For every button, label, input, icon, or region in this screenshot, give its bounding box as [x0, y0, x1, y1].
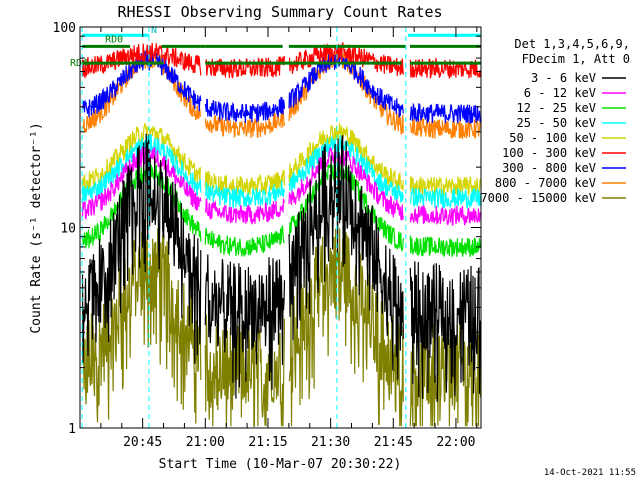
y-axis-label: Count Rate (s⁻¹ detector⁻¹)	[29, 122, 44, 333]
x-tick-label: 21:15	[248, 435, 287, 450]
x-axis: 20:45 21:00 21:15 21:30 21:45 22:00	[100, 27, 478, 450]
series-line-300-800-kev	[81, 49, 482, 124]
y-tick-label: 1	[68, 422, 76, 437]
x-tick-label: 22:00	[436, 435, 475, 450]
x-tick-label: 21:30	[311, 435, 350, 450]
series-layer	[81, 42, 482, 429]
y-axis: 1 10 100	[53, 21, 481, 437]
x-axis-label: Start Time (10-Mar-07 20:30:22)	[159, 457, 402, 472]
x-tick-label: 21:00	[186, 435, 225, 450]
series-line-3-6-kev	[81, 133, 482, 402]
series-line-50-100-kev	[81, 123, 482, 199]
series-line-25-50-kev	[81, 134, 482, 210]
series-line-100-300-kev	[81, 42, 482, 80]
legend-entry-label: 100 - 300 keV	[502, 146, 596, 160]
footer-date: 14-Oct-2021 11:55	[544, 468, 636, 478]
legend: Det 1,3,4,5,6,9,FDecim 1, Att 0 3 - 6 keV…	[480, 37, 630, 205]
legend-entry-label: 800 - 7000 keV	[495, 176, 596, 190]
legend-entry-label: 7000 - 15000 keV	[480, 191, 596, 205]
series-line-12-25-kev	[81, 160, 482, 257]
n-label: N	[151, 25, 157, 36]
legend-entry-label: 50 - 100 keV	[509, 131, 596, 145]
y-tick-label: 10	[60, 222, 76, 237]
x-tick-label: 20:45	[123, 435, 162, 450]
legend-header-line: FDecim 1, Att 0	[522, 52, 630, 66]
legend-entry-label: 3 - 6 keV	[531, 71, 596, 85]
legend-entry-label: 25 - 50 keV	[517, 116, 596, 130]
y-tick-label: 100	[53, 21, 76, 36]
rd4-label: RD4	[70, 58, 88, 69]
legend-entry-label: 12 - 25 keV	[517, 101, 596, 115]
chart-title: RHESSI Observing Summary Count Rates	[117, 3, 442, 21]
rd0-label: RD0	[105, 34, 123, 45]
legend-header-line: Det 1,3,4,5,6,9,	[514, 37, 630, 51]
series-line-6-12-kev	[81, 145, 482, 226]
legend-entry-label: 6 - 12 keV	[524, 86, 596, 100]
x-tick-label: 21:45	[374, 435, 413, 450]
legend-entry-label: 300 - 800 keV	[502, 161, 596, 175]
